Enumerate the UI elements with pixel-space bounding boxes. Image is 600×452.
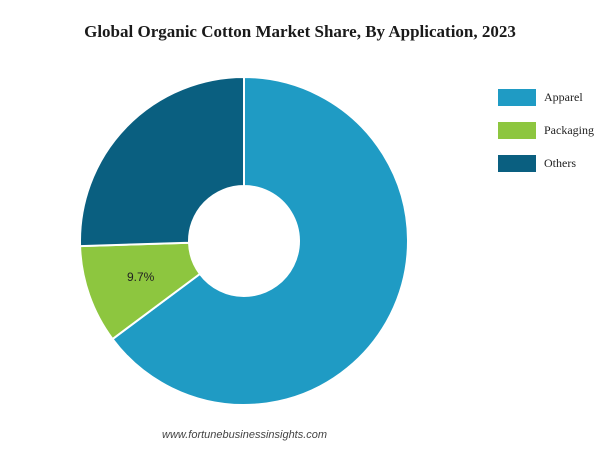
source-text: www.fortunebusinessinsights.com <box>162 429 328 441</box>
chart-title: Global Organic Cotton Market Share, By A… <box>84 22 516 41</box>
data-label-packaging: 9.7% <box>127 270 155 284</box>
legend-item-packaging: Packaging <box>498 121 594 139</box>
slice-apparel <box>111 75 409 406</box>
legend-item-apparel: Apparel <box>498 88 594 106</box>
legend-swatch-apparel <box>498 88 536 106</box>
legend-item-others: Others <box>498 154 594 172</box>
legend-label-apparel: Apparel <box>544 89 583 104</box>
legend: Apparel Packaging Others <box>498 88 594 187</box>
slice-others <box>79 75 245 248</box>
legend-swatch-others <box>498 154 536 172</box>
legend-label-others: Others <box>544 155 576 170</box>
legend-swatch-packaging <box>498 121 536 139</box>
legend-label-packaging: Packaging <box>544 122 594 137</box>
